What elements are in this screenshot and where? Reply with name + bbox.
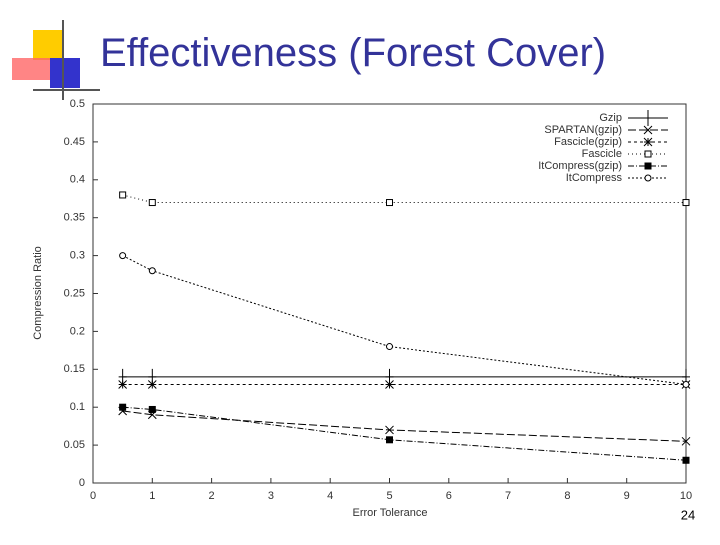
x-tick-label: 6 — [446, 490, 452, 502]
y-tick-label: 0.1 — [70, 401, 85, 413]
x-tick-label: 4 — [327, 490, 333, 502]
decor-square — [50, 58, 80, 88]
x-tick-label: 7 — [505, 490, 511, 502]
legend-marker — [643, 125, 653, 135]
y-tick-label: 0.3 — [70, 250, 85, 262]
data-point — [682, 380, 690, 388]
data-point — [681, 436, 691, 446]
data-point — [118, 380, 128, 389]
data-point — [119, 403, 127, 411]
y-tick-label: 0.25 — [64, 287, 85, 299]
y-tick-label: 0.4 — [70, 174, 85, 186]
x-tick-label: 10 — [680, 490, 692, 502]
data-point — [148, 267, 156, 275]
legend-label: Fascicle(gzip) — [554, 136, 622, 148]
x-tick-label: 5 — [386, 490, 392, 502]
x-tick-label: 3 — [268, 490, 274, 502]
data-point — [119, 191, 127, 199]
decor-square — [33, 30, 63, 60]
series-line — [122, 255, 687, 385]
data-point — [119, 252, 127, 260]
page-number: 24 — [681, 507, 695, 522]
y-tick-label: 0.2 — [70, 325, 85, 337]
x-tick-label: 1 — [149, 490, 155, 502]
legend-marker — [644, 150, 652, 158]
legend-label: ItCompress — [566, 172, 623, 184]
legend-marker — [643, 137, 653, 147]
series-line — [122, 194, 686, 204]
decor-square — [12, 58, 50, 80]
y-tick-label: 0.35 — [64, 212, 85, 224]
data-point — [386, 199, 393, 207]
x-axis-label: Error Tolerance — [353, 507, 428, 519]
data-point — [386, 343, 393, 351]
slide-title: Effectiveness (Forest Cover) — [100, 31, 606, 75]
y-tick-label: 0.5 — [70, 98, 85, 110]
data-point — [148, 199, 156, 207]
y-tick-label: 0.15 — [64, 363, 85, 375]
legend-marker — [644, 110, 652, 126]
data-point — [386, 436, 393, 444]
y-tick-label: 0.45 — [64, 136, 85, 148]
legend-label: SPARTAN(gzip) — [544, 124, 622, 136]
y-tick-label: 0 — [79, 477, 85, 489]
data-point — [385, 425, 394, 435]
legend-label: Fascicle — [582, 148, 622, 160]
x-tick-label: 8 — [564, 490, 570, 502]
data-point — [682, 199, 690, 207]
x-tick-label: 0 — [90, 490, 96, 502]
data-point — [682, 456, 690, 464]
y-tick-label: 0.05 — [64, 439, 85, 451]
legend-label: ItCompress(gzip) — [538, 160, 622, 172]
series-line — [122, 410, 687, 442]
series-line — [122, 406, 687, 461]
x-tick-label: 9 — [624, 490, 630, 502]
legend-marker — [644, 162, 652, 170]
legend-label: Gzip — [599, 112, 622, 124]
y-axis-label: Compression Ratio — [32, 246, 44, 340]
data-point — [147, 380, 157, 389]
x-tick-label: 2 — [209, 490, 215, 502]
data-point — [148, 405, 156, 413]
data-point — [385, 380, 394, 389]
legend-marker — [644, 174, 652, 182]
